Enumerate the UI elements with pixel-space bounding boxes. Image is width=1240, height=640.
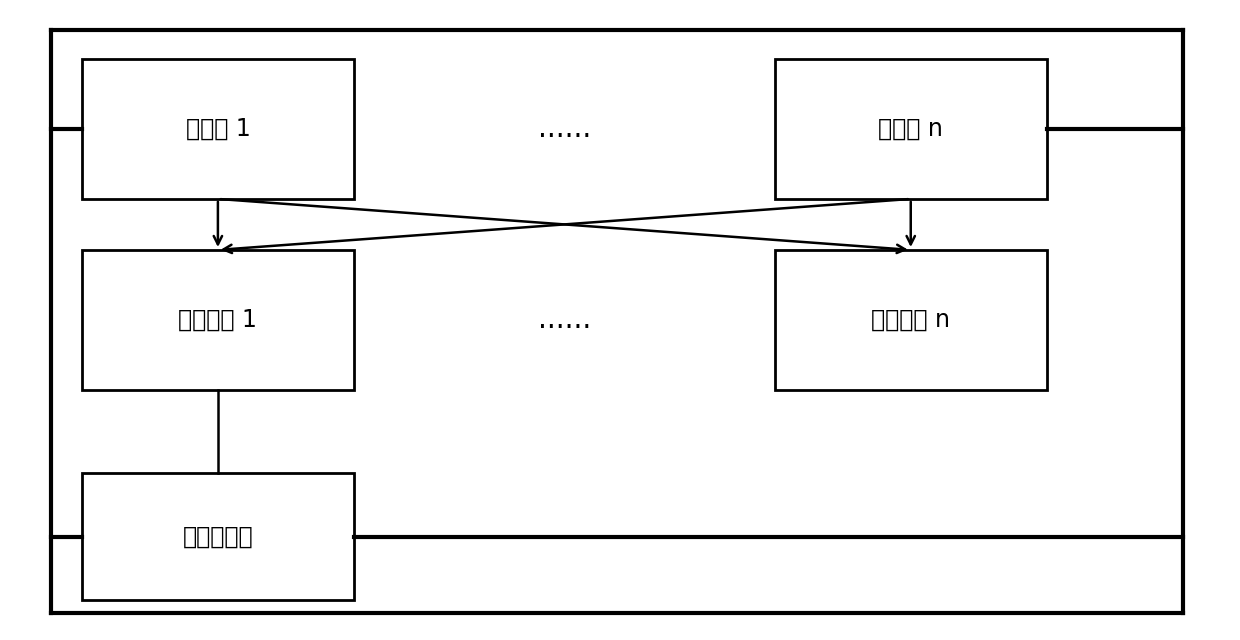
Text: 接收器 1: 接收器 1 bbox=[186, 117, 250, 141]
FancyBboxPatch shape bbox=[775, 250, 1047, 390]
FancyBboxPatch shape bbox=[82, 250, 353, 390]
FancyBboxPatch shape bbox=[82, 59, 353, 199]
FancyBboxPatch shape bbox=[775, 59, 1047, 199]
Text: 发射装置 1: 发射装置 1 bbox=[179, 308, 258, 332]
Text: 位置计算器: 位置计算器 bbox=[182, 525, 253, 548]
FancyBboxPatch shape bbox=[82, 473, 353, 600]
Text: 接收器 n: 接收器 n bbox=[878, 117, 944, 141]
Text: ......: ...... bbox=[538, 115, 591, 143]
Text: 发射装置 n: 发射装置 n bbox=[872, 308, 950, 332]
Text: ......: ...... bbox=[538, 306, 591, 334]
